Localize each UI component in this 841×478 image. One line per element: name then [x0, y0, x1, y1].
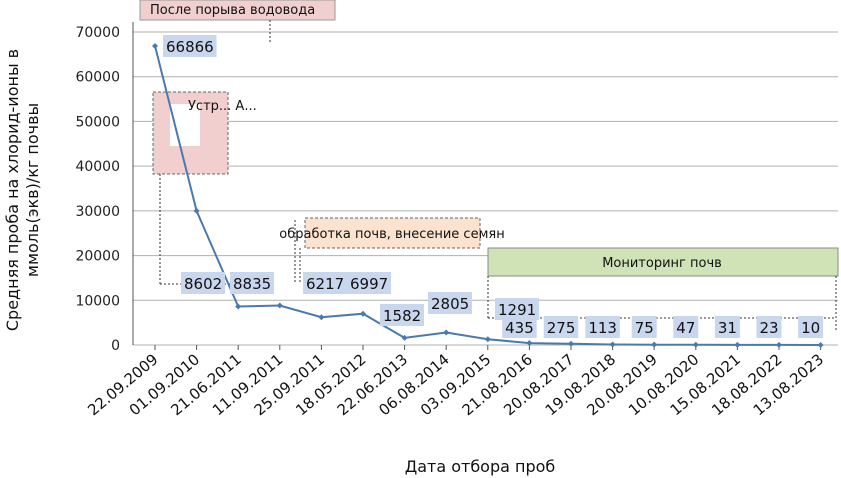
data-point [318, 314, 325, 321]
data-label: 6997 [350, 275, 388, 293]
y-axis-label: Средняя проба на хлорид-ионы вммоль(экв)… [3, 49, 42, 331]
data-point [484, 336, 491, 343]
data-label: 23 [760, 319, 779, 337]
x-axis-label: Дата отбора проб [405, 457, 556, 476]
data-label-bg [585, 316, 620, 338]
y-tick-label: 30000 [75, 204, 120, 220]
data-label: 47 [676, 319, 695, 337]
y-axis-ticks: 70000 60000 50000 40000 30000 20000 10000 0 [75, 25, 120, 354]
y-tick-label: 20000 [75, 249, 120, 265]
annotation-soil-treatment: обработка почв, внесение семян [279, 217, 505, 284]
y-tick-label: 70000 [75, 25, 120, 41]
data-label: 113 [588, 319, 617, 337]
y-tick-label: 60000 [75, 70, 120, 86]
data-label-bg [163, 35, 217, 57]
data-label: 10 [801, 319, 820, 337]
data-label-bg [230, 272, 274, 294]
data-point [235, 303, 242, 310]
data-point [692, 341, 699, 348]
data-label-bg [380, 304, 424, 326]
annotation-elimination-text: Устр... А... [188, 99, 257, 114]
data-label-bg [347, 272, 391, 294]
data-point [401, 334, 408, 341]
data-label: 75 [635, 319, 654, 337]
y-tick-label: 40000 [75, 159, 120, 175]
data-label: 435 [505, 319, 534, 337]
y-tick-label: 50000 [75, 114, 120, 130]
data-label-bg [428, 292, 472, 314]
annotation-elimination: Устр... А... [152, 91, 257, 285]
data-label: 1291 [498, 301, 536, 319]
data-point [734, 341, 741, 348]
data-point [526, 340, 533, 347]
data-label-bg [303, 272, 347, 294]
y-tick-label: 10000 [75, 293, 120, 309]
annotation-after-break: После порыва водовода [139, 0, 336, 44]
data-label: 66866 [166, 38, 214, 56]
annotation-after-break-text: После порыва водовода [150, 3, 315, 18]
data-label-bg [798, 316, 824, 338]
data-label-bg [495, 298, 539, 320]
data-point [152, 43, 158, 50]
data-label: 275 [547, 319, 576, 337]
data-point [193, 207, 200, 214]
y-tick-label: 0 [111, 338, 120, 354]
data-point [276, 302, 283, 309]
data-label-bg [543, 316, 579, 338]
data-label-bg [756, 316, 782, 338]
data-label: 2805 [431, 295, 469, 313]
grid-lines [132, 22, 838, 346]
data-label-bg [502, 316, 537, 338]
data-point [776, 341, 782, 348]
data-label-bg [181, 272, 225, 294]
data-label: 6217 [306, 275, 344, 293]
x-axis-ticks: 22.09.200901.09.201021.06.201111.09.2011… [84, 345, 827, 419]
data-point [817, 341, 824, 348]
data-label: 8835 [233, 275, 271, 293]
data-label-bg [714, 316, 740, 338]
data-label: 31 [718, 319, 737, 337]
annotation-monitoring-text: Мониторинг почв [602, 256, 722, 271]
data-point [651, 341, 658, 348]
data-point [568, 340, 574, 347]
data-label: 1582 [383, 307, 421, 325]
data-label-bg [673, 316, 699, 338]
data-point [443, 329, 450, 336]
annotation-soil-treatment-text: обработка почв, внесение семян [279, 227, 504, 242]
data-label: 8602 [184, 275, 222, 293]
data-point [609, 341, 616, 348]
annotation-monitoring: Мониторинг почв [487, 247, 839, 330]
data-points [152, 43, 824, 348]
data-label-bg [631, 316, 657, 338]
data-point [360, 310, 366, 317]
